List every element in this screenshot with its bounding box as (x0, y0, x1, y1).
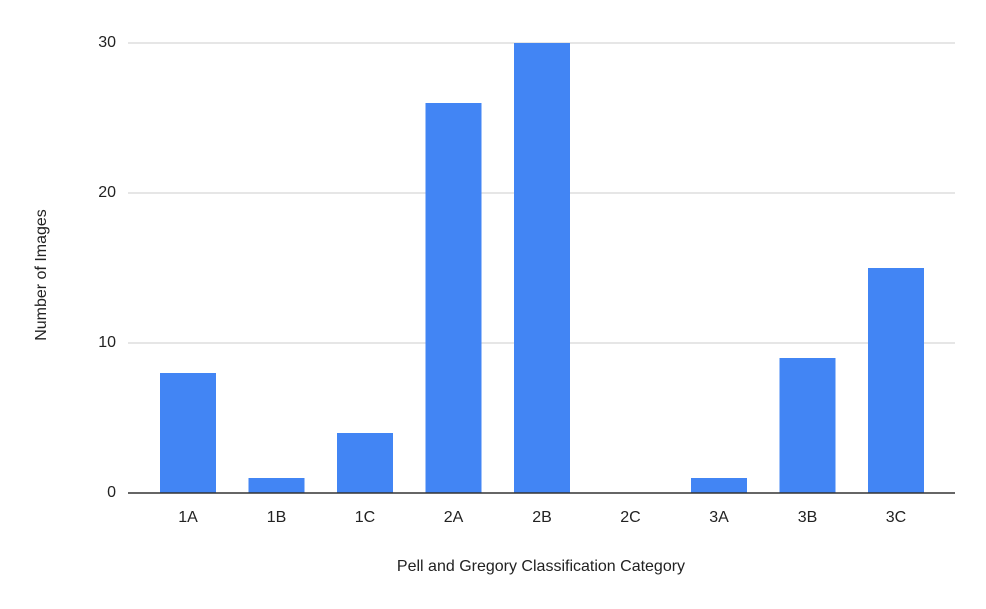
bar (779, 358, 836, 493)
x-tick-label: 1B (267, 509, 287, 526)
y-tick-label: 30 (98, 34, 116, 51)
x-tick-label: 2C (620, 509, 640, 526)
bar (425, 103, 482, 493)
bar (160, 373, 216, 493)
x-tick-label: 3B (798, 509, 818, 526)
x-tick-label: 3C (886, 509, 906, 526)
x-tick-label: 2B (532, 509, 552, 526)
x-tick-label: 2A (444, 509, 464, 526)
bar (514, 43, 570, 493)
y-tick-label: 20 (98, 184, 116, 201)
x-tick-label: 1A (178, 509, 198, 526)
y-tick-label: 10 (98, 334, 116, 351)
y-axis-title: Number of Images (33, 209, 50, 341)
bar (337, 433, 393, 493)
bar (691, 478, 747, 493)
x-axis-title: Pell and Gregory Classification Category (397, 558, 685, 575)
y-tick-label: 0 (107, 484, 116, 501)
bar (868, 268, 924, 493)
bar (248, 478, 305, 493)
x-tick-label: 3A (709, 509, 729, 526)
x-tick-label: 1C (355, 509, 375, 526)
